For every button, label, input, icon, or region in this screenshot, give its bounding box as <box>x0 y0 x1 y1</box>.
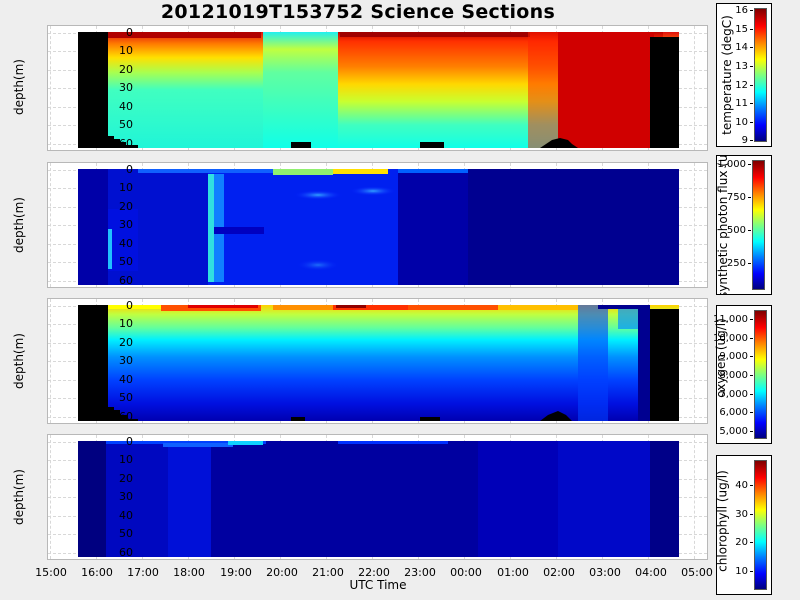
par-panel <box>47 162 708 288</box>
oxygen-plot-area <box>48 299 707 423</box>
temperature-colorbar: 16 15 14 13 12 11 10 9 temperature (degC… <box>716 3 772 147</box>
temperature-colorbar-gradient <box>754 8 767 142</box>
temperature-panel <box>47 25 708 151</box>
temperature-colorbar-label: temperature (degC) <box>720 15 734 135</box>
temperature-plot-area <box>48 26 707 150</box>
par-plot-area <box>48 163 707 287</box>
temperature-heatmap <box>78 32 679 148</box>
par-colorbar-label: tosynthetic photon flux (umo <box>716 155 730 295</box>
chart-title: 20121019T153752 Science Sections <box>160 1 556 23</box>
chlorophyll-colorbar-label: chlorophyll (ug/l) <box>715 470 730 572</box>
oxygen-colorbar-gradient <box>754 310 767 439</box>
par-colorbar: 1,000 750 500 250 tosynthetic photon flu… <box>716 155 772 295</box>
oxygen-panel <box>47 298 708 424</box>
oxygen-colorbar-label: oxygen (ug/l) <box>714 318 728 398</box>
x-axis-label: UTC Time <box>349 578 407 592</box>
temperature-y-label: depth(m) <box>12 59 26 115</box>
oxygen-colorbar: 11,000 10,000 9,000 8,000 7,000 6,000 5,… <box>713 305 772 444</box>
chlorophyll-colorbar-gradient <box>754 460 767 590</box>
chlorophyll-panel <box>47 434 708 560</box>
par-colorbar-gradient <box>752 160 765 290</box>
par-y-label: depth(m) <box>12 197 26 253</box>
chlorophyll-colorbar: 40 30 20 10 chlorophyll (ug/l) <box>716 455 772 595</box>
par-heatmap <box>78 169 679 285</box>
oxygen-heatmap <box>78 305 679 421</box>
chlorophyll-y-label: depth(m) <box>12 469 26 525</box>
chlorophyll-plot-area <box>48 435 707 559</box>
oxygen-y-label: depth(m) <box>12 333 26 389</box>
chlorophyll-heatmap <box>78 441 679 557</box>
